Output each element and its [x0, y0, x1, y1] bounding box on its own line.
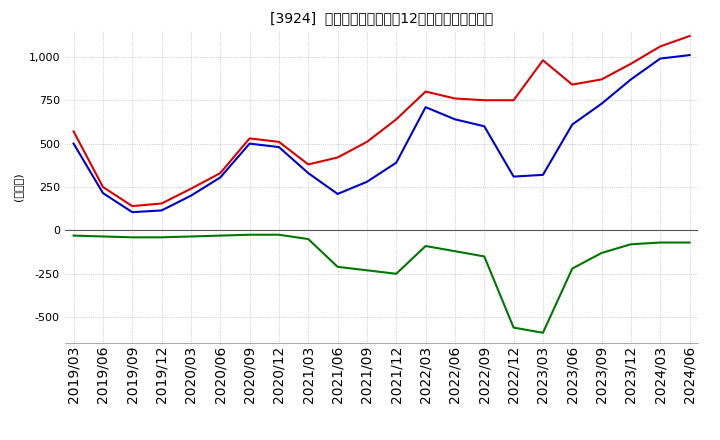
営業CF [304, 162, 312, 167]
営業CF [480, 98, 489, 103]
投資CF [509, 325, 518, 330]
投資CF [333, 264, 342, 269]
投資CF [685, 240, 694, 245]
フリーCF [246, 141, 254, 146]
投資CF [598, 250, 606, 256]
Line: 投資CF: 投資CF [73, 235, 690, 333]
フリーCF [568, 122, 577, 127]
フリーCF [333, 191, 342, 197]
フリーCF [69, 141, 78, 146]
フリーCF [598, 101, 606, 106]
営業CF [656, 44, 665, 49]
営業CF [128, 203, 137, 209]
営業CF [216, 170, 225, 176]
Line: 営業CF: 営業CF [73, 36, 690, 206]
営業CF [363, 139, 372, 144]
Y-axis label: (百万円): (百万円) [13, 172, 23, 202]
投資CF [451, 249, 459, 254]
投資CF [246, 232, 254, 237]
フリーCF [363, 179, 372, 184]
フリーCF [539, 172, 547, 177]
フリーCF [392, 160, 400, 165]
投資CF [69, 233, 78, 238]
フリーCF [480, 124, 489, 129]
投資CF [626, 242, 635, 247]
フリーCF [128, 209, 137, 215]
フリーCF [421, 105, 430, 110]
営業CF [186, 186, 195, 191]
フリーCF [274, 144, 283, 150]
フリーCF [509, 174, 518, 179]
営業CF [274, 139, 283, 144]
営業CF [509, 98, 518, 103]
フリーCF [216, 175, 225, 180]
営業CF [685, 33, 694, 39]
営業CF [333, 155, 342, 160]
営業CF [568, 82, 577, 87]
投資CF [128, 235, 137, 240]
フリーCF [451, 117, 459, 122]
Line: フリーCF: フリーCF [73, 55, 690, 212]
フリーCF [157, 208, 166, 213]
営業CF [157, 201, 166, 206]
Title: [3924]  キャッシュフローの12か月移動合計の推移: [3924] キャッシュフローの12か月移動合計の推移 [270, 11, 493, 26]
投資CF [304, 236, 312, 242]
投資CF [480, 254, 489, 259]
投資CF [186, 234, 195, 239]
投資CF [656, 240, 665, 245]
営業CF [69, 129, 78, 134]
投資CF [99, 234, 107, 239]
営業CF [421, 89, 430, 94]
投資CF [274, 232, 283, 237]
投資CF [157, 235, 166, 240]
営業CF [626, 61, 635, 66]
営業CF [246, 136, 254, 141]
営業CF [539, 58, 547, 63]
フリーCF [656, 56, 665, 61]
投資CF [421, 243, 430, 249]
投資CF [363, 268, 372, 273]
投資CF [568, 266, 577, 271]
フリーCF [304, 170, 312, 176]
フリーCF [99, 191, 107, 196]
営業CF [392, 117, 400, 122]
投資CF [539, 330, 547, 335]
営業CF [451, 96, 459, 101]
投資CF [392, 271, 400, 276]
フリーCF [186, 193, 195, 198]
フリーCF [626, 77, 635, 82]
フリーCF [685, 52, 694, 58]
営業CF [99, 184, 107, 190]
営業CF [598, 77, 606, 82]
投資CF [216, 233, 225, 238]
